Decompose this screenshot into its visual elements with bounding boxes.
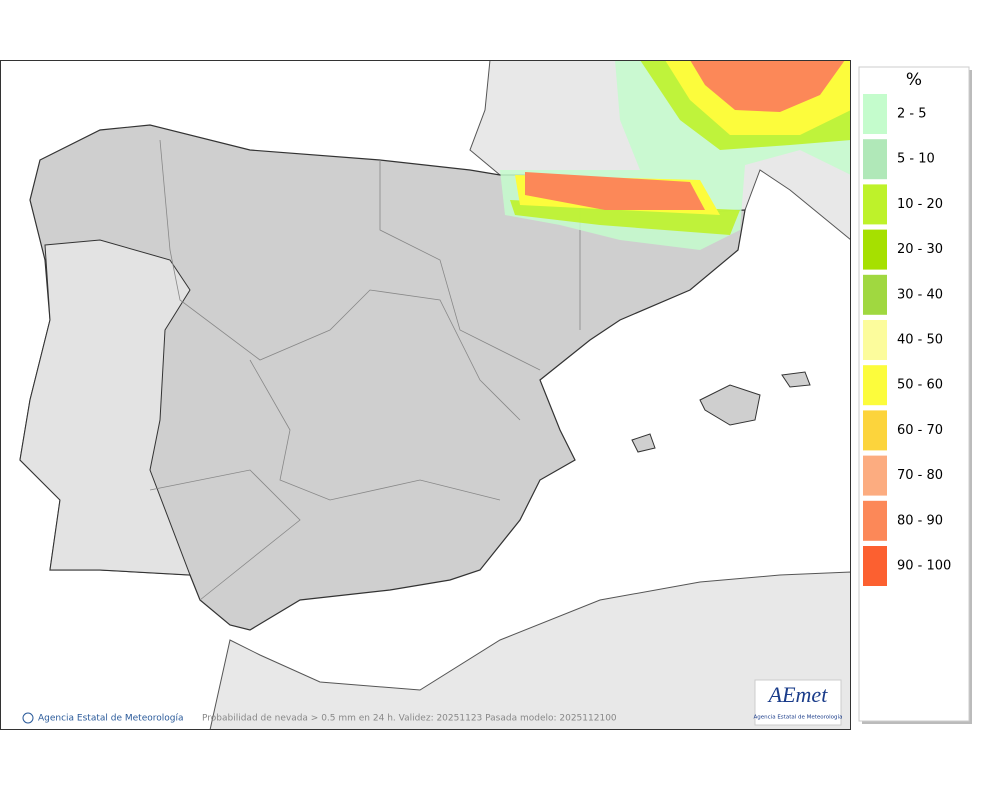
legend-label: 20 - 30 (897, 242, 943, 257)
legend-label: 30 - 40 (897, 287, 943, 302)
legend-label: 90 - 100 (897, 559, 951, 574)
copyright-icon (22, 712, 34, 724)
legend-label: 60 - 70 (897, 423, 943, 438)
map-frame (0, 60, 851, 730)
mallorca (699, 384, 761, 426)
legend-label: 80 - 90 (897, 513, 943, 528)
legend-label: 10 - 20 (897, 197, 943, 212)
africa (209, 571, 851, 730)
logo: AEmet (767, 682, 829, 707)
legend-label: 50 - 60 (897, 378, 943, 393)
legend-swatch (863, 94, 887, 134)
credit: Agencia Estatal de Meteorología (38, 714, 184, 724)
legend-swatch (863, 184, 887, 225)
portugal (19, 239, 191, 576)
legend-items: 2 - 5 5 - 10 10 - 20 20 - 30 30 - 40 40 - 50 5… (863, 94, 951, 586)
legend-title: % (906, 70, 922, 90)
legend-swatch (863, 500, 887, 541)
menorca (781, 371, 811, 388)
legend-label: 2 - 5 (897, 107, 927, 122)
ibiza (631, 433, 656, 453)
caption: Probabilidad de nevada > 0.5 mm en 24 h.… (202, 714, 617, 724)
legend-swatch (863, 274, 887, 315)
logo-subtitle: Agencia Estatal de Meteorología (754, 714, 843, 721)
legend-swatch (863, 546, 887, 586)
region-borders (149, 139, 581, 601)
legend-swatch (863, 139, 887, 180)
map-area (0, 60, 851, 730)
legend-swatch (863, 455, 887, 496)
legend-label: 40 - 50 (897, 333, 943, 348)
legend-swatch (863, 365, 887, 406)
legend-label: 5 - 10 (897, 152, 935, 167)
legend-swatch (863, 320, 887, 360)
logo-box (754, 679, 842, 726)
snow-top (525, 60, 845, 210)
legend-label: 70 - 80 (897, 468, 943, 483)
legend-swatch (863, 410, 887, 451)
legend-swatch (863, 229, 887, 270)
